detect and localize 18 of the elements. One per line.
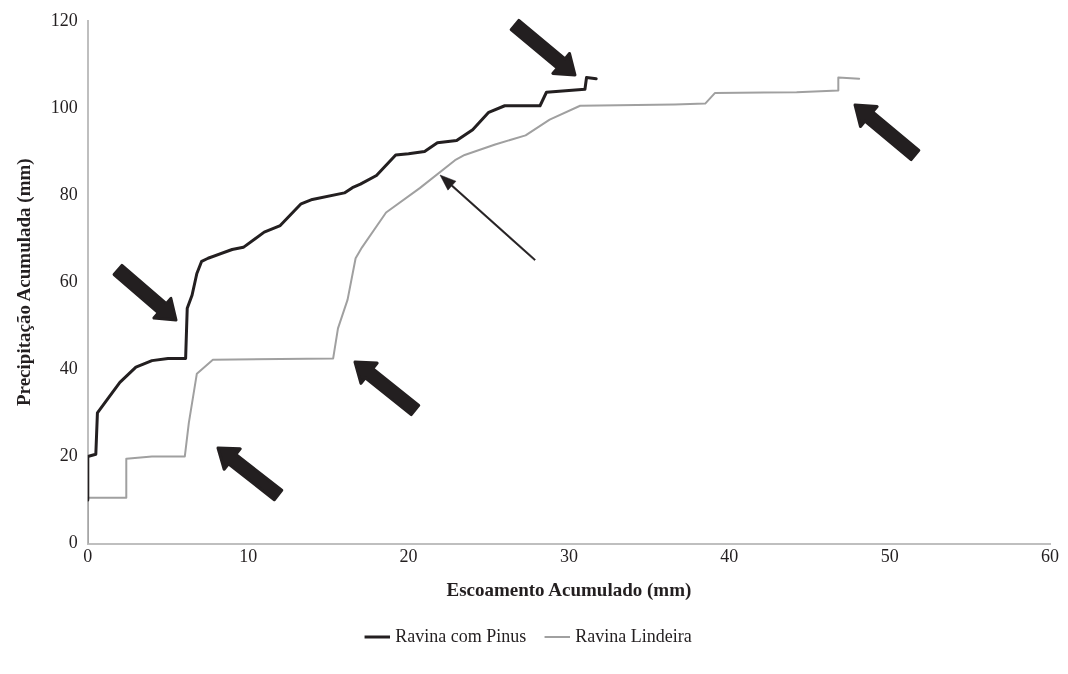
x-tick-label: 40 — [720, 546, 739, 567]
x-tick-label: 60 — [1041, 546, 1059, 567]
y-tick-label: 120 — [50, 9, 78, 30]
y-tick-label: 100 — [50, 96, 78, 117]
x-tick-label: 50 — [880, 546, 899, 567]
x-tick-label: 10 — [239, 546, 258, 567]
x-axis-title: Escoamento Acumulado (mm) — [446, 578, 692, 601]
y-tick-label: 80 — [59, 183, 78, 204]
y-tick-label: 60 — [59, 270, 78, 291]
y-tick-label: 40 — [59, 358, 78, 379]
y-tick-label: 20 — [59, 445, 78, 466]
x-tick-label: 0 — [83, 546, 93, 567]
y-tick-label: 0 — [68, 532, 78, 553]
y-axis-title: Precipitação Acumulada (mm) — [13, 158, 36, 407]
x-tick-label: 20 — [399, 546, 418, 567]
x-tick-label: 30 — [559, 546, 578, 567]
legend-label: Ravina com Pinus — [395, 625, 527, 646]
legend-label: Ravina Lindeira — [575, 625, 692, 646]
